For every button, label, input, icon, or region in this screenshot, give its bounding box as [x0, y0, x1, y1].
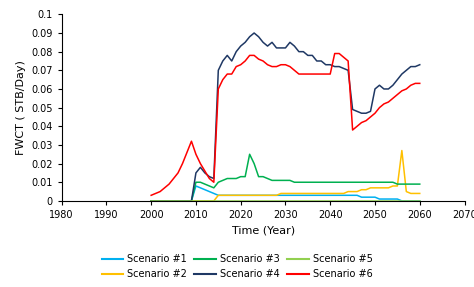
Legend: Scenario #1, Scenario #2, Scenario #3, Scenario #4, Scenario #5, Scenario #6: Scenario #1, Scenario #2, Scenario #3, S… — [99, 251, 375, 282]
Y-axis label: FWCT ( STB/Day): FWCT ( STB/Day) — [16, 60, 26, 155]
X-axis label: Time (Year): Time (Year) — [231, 226, 295, 235]
